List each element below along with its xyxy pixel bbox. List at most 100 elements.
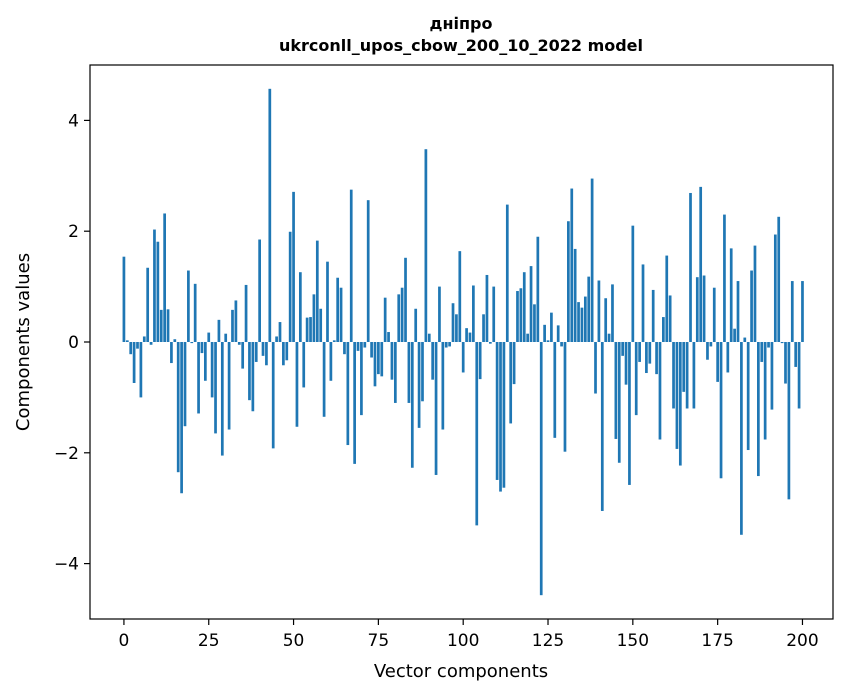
bar-109 bbox=[492, 286, 496, 342]
bar-121 bbox=[533, 304, 536, 342]
bar-173 bbox=[709, 342, 713, 347]
bar-56 bbox=[312, 294, 316, 342]
bar-168 bbox=[692, 342, 696, 409]
bar-61 bbox=[329, 342, 333, 381]
bar-90 bbox=[427, 333, 431, 342]
chart-title: дніпро bbox=[430, 14, 493, 33]
bar-115 bbox=[512, 342, 516, 385]
bar-72 bbox=[366, 200, 370, 342]
bar-76 bbox=[380, 342, 384, 377]
bar-53 bbox=[302, 342, 306, 388]
bar-35 bbox=[241, 342, 245, 369]
y-axis-label: Components values bbox=[13, 253, 34, 431]
bar-128 bbox=[556, 325, 560, 342]
bar-107 bbox=[485, 274, 489, 342]
bar-124 bbox=[543, 324, 546, 342]
bar-175 bbox=[716, 342, 720, 382]
bar-136 bbox=[583, 296, 587, 342]
bar-101 bbox=[465, 328, 468, 342]
plot-frame bbox=[89, 64, 834, 620]
bar-185 bbox=[750, 270, 753, 342]
bar-1 bbox=[125, 340, 129, 342]
bar-55 bbox=[309, 317, 312, 342]
bar-144 bbox=[611, 284, 614, 342]
bar-100 bbox=[461, 342, 465, 373]
x-axis-label: Vector components bbox=[374, 661, 548, 682]
bar-137 bbox=[587, 276, 591, 342]
bar-13 bbox=[166, 309, 170, 342]
bar-151 bbox=[634, 342, 638, 416]
bar-34 bbox=[237, 342, 241, 345]
bar-105 bbox=[478, 342, 482, 380]
bar-12 bbox=[163, 213, 166, 342]
bar-161 bbox=[668, 295, 672, 342]
x-tick-label-50: 50 bbox=[283, 631, 305, 651]
x-tick-label-175: 175 bbox=[701, 631, 733, 651]
bar-164 bbox=[678, 342, 682, 466]
bar-42 bbox=[265, 342, 268, 366]
x-tick-label-200: 200 bbox=[786, 631, 818, 651]
bar-189 bbox=[763, 342, 767, 440]
bar-95 bbox=[444, 342, 448, 348]
y-axis-ticks: −4 −2 0 2 4 bbox=[54, 111, 90, 575]
bar-32 bbox=[231, 309, 234, 342]
bar-38 bbox=[251, 342, 255, 412]
bar-66 bbox=[346, 342, 350, 446]
bar-41 bbox=[261, 342, 265, 356]
bar-36 bbox=[244, 284, 248, 342]
bar-118 bbox=[522, 272, 526, 342]
bar-130 bbox=[563, 342, 567, 452]
bar-181 bbox=[736, 281, 740, 342]
bar-171 bbox=[702, 275, 706, 342]
bar-184 bbox=[746, 342, 750, 451]
bar-82 bbox=[400, 287, 404, 342]
bar-97 bbox=[451, 303, 455, 342]
bar-194 bbox=[780, 342, 784, 344]
bar-88 bbox=[421, 342, 424, 402]
bar-80 bbox=[393, 342, 397, 403]
bar-177 bbox=[723, 214, 726, 342]
bar-84 bbox=[407, 342, 411, 403]
bar-33 bbox=[234, 300, 238, 342]
bar-62 bbox=[332, 340, 336, 342]
bar-37 bbox=[248, 342, 251, 401]
y-tick-label-4: 4 bbox=[68, 111, 79, 131]
bar-172 bbox=[706, 342, 709, 360]
bar-140 bbox=[597, 280, 601, 342]
bar-148 bbox=[624, 342, 628, 385]
bar-15 bbox=[173, 339, 177, 342]
bar-178 bbox=[726, 342, 730, 373]
bar-183 bbox=[743, 337, 747, 342]
bar-160 bbox=[665, 255, 669, 342]
bar-2 bbox=[129, 342, 133, 355]
x-tick-label-0: 0 bbox=[119, 631, 130, 651]
bar-67 bbox=[349, 189, 353, 342]
bar-197 bbox=[790, 281, 794, 342]
bar-59 bbox=[322, 342, 326, 417]
bar-166 bbox=[685, 342, 689, 409]
bar-21 bbox=[193, 283, 197, 342]
bar-87 bbox=[417, 342, 421, 428]
bar-50 bbox=[292, 191, 295, 342]
bar-196 bbox=[787, 342, 791, 500]
bar-79 bbox=[390, 342, 394, 380]
bar-63 bbox=[336, 277, 340, 342]
bar-0 bbox=[122, 256, 126, 342]
bar-70 bbox=[360, 342, 363, 416]
bar-81 bbox=[397, 294, 401, 342]
bar-199 bbox=[797, 342, 801, 409]
bar-16 bbox=[176, 342, 180, 473]
bar-191 bbox=[770, 342, 774, 410]
bar-68 bbox=[353, 342, 356, 464]
bar-190 bbox=[767, 342, 770, 348]
bar-133 bbox=[573, 248, 577, 342]
bar-139 bbox=[594, 342, 597, 394]
x-tick-label-125: 125 bbox=[532, 631, 564, 651]
y-tick-label--4: −4 bbox=[54, 555, 79, 575]
bar-154 bbox=[645, 342, 648, 374]
bar-58 bbox=[319, 308, 323, 342]
x-axis-ticks: 0 25 50 75 100 125 150 175 200 bbox=[119, 619, 819, 651]
bar-73 bbox=[370, 342, 373, 358]
bar-174 bbox=[712, 287, 716, 342]
bar-23 bbox=[200, 342, 204, 354]
